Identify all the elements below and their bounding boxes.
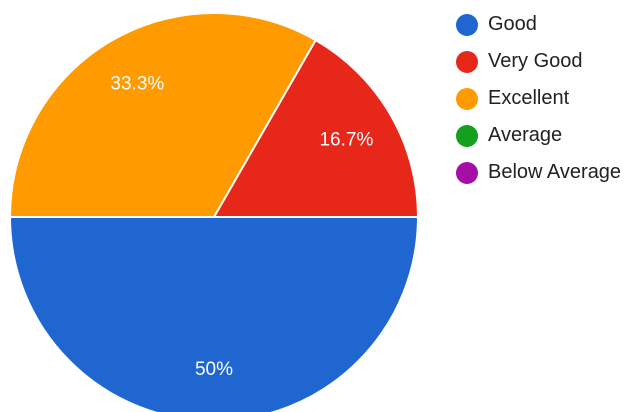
legend-swatch-icon bbox=[456, 50, 478, 73]
slice-label-excellent: 33.3% bbox=[110, 74, 164, 95]
legend: Good Very Good Excellent Average Below Avera… bbox=[456, 6, 621, 191]
pie-slice-excellent[interactable] bbox=[8, 12, 317, 218]
legend-swatch-icon bbox=[456, 87, 478, 110]
pie-slice-good[interactable] bbox=[8, 216, 420, 412]
legend-item-average[interactable]: Average bbox=[456, 117, 621, 154]
legend-label: Excellent bbox=[488, 87, 570, 109]
pie-slice-very-good[interactable] bbox=[212, 38, 420, 218]
legend-label: Average bbox=[488, 124, 563, 146]
legend-swatch-icon bbox=[456, 124, 478, 147]
legend-swatch-icon bbox=[456, 161, 478, 184]
slice-label-good: 50% bbox=[195, 359, 233, 380]
legend-item-below-average[interactable]: Below Average bbox=[456, 154, 621, 191]
legend-label: Very Good bbox=[488, 50, 583, 72]
legend-item-excellent[interactable]: Excellent bbox=[456, 80, 621, 117]
legend-swatch-icon bbox=[456, 13, 478, 36]
slice-label-very-good: 16.7% bbox=[319, 129, 373, 150]
legend-label: Below Average bbox=[488, 161, 622, 183]
legend-item-very-good[interactable]: Very Good bbox=[456, 43, 621, 80]
legend-label: Good bbox=[488, 13, 537, 35]
legend-item-good[interactable]: Good bbox=[456, 6, 621, 43]
